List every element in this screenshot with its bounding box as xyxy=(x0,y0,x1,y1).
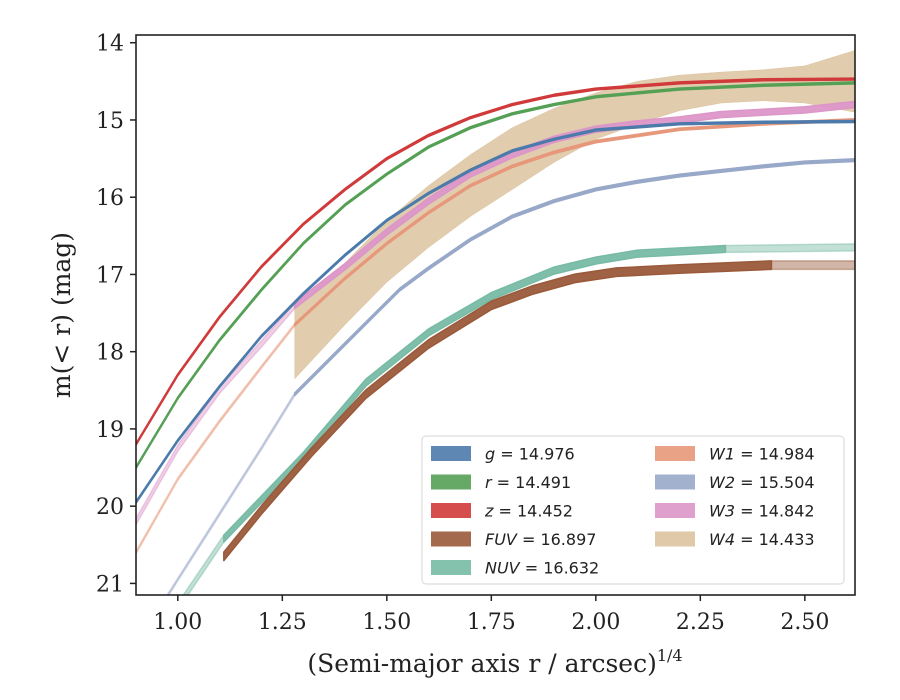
series-z xyxy=(136,77,855,447)
legend-series-name: W2 xyxy=(709,473,735,492)
legend-box xyxy=(421,435,845,585)
y-tick-label: 21 xyxy=(96,572,124,597)
y-tick-label: 17 xyxy=(96,263,124,288)
legend-series-value: = 14.984 xyxy=(735,445,815,464)
legend-item-nuv: NUV = 16.632 xyxy=(431,559,599,578)
legend-item-w2: W2 = 15.504 xyxy=(655,473,815,492)
x-tick-label: 1.00 xyxy=(153,610,202,635)
series-r xyxy=(136,81,855,470)
legend-series-value: = 14.491 xyxy=(492,473,572,492)
series-w2-line xyxy=(294,159,855,395)
series-w1-band xyxy=(294,118,855,327)
series-g xyxy=(136,119,855,505)
legend-label: FUV = 16.897 xyxy=(485,530,596,549)
legend-item-fuv: FUV = 16.897 xyxy=(431,530,596,549)
legend-series-value: = 14.976 xyxy=(495,445,575,464)
series-fuv xyxy=(223,260,855,562)
x-tick-label: 2.50 xyxy=(780,610,829,635)
legend-swatch xyxy=(431,474,471,490)
series-layer xyxy=(136,50,855,595)
y-tick-label: 19 xyxy=(96,418,124,443)
legend-series-name: W4 xyxy=(709,530,735,549)
series-fuv-faint-end xyxy=(770,260,855,271)
legend-series-value: = 14.433 xyxy=(735,530,815,549)
series-w1-line xyxy=(294,119,855,326)
legend-swatch xyxy=(655,531,695,547)
legend-label: r = 14.491 xyxy=(485,473,571,492)
ticks-layer: 1.00 1.25 1.50 1.75 2.00 2.25 2.50 14 15 16 17 18 19… xyxy=(96,32,829,635)
legend-swatch xyxy=(431,560,471,575)
legend-item-w4: W4 = 14.433 xyxy=(655,530,815,549)
x-tick-label: 2.25 xyxy=(676,610,725,635)
x-axis-label: (Semi-major axis r / arcsec) xyxy=(307,649,656,678)
legend-item-g: g = 14.976 xyxy=(431,445,575,464)
series-w2 xyxy=(166,158,855,595)
legend-series-name: NUV xyxy=(485,559,521,578)
y-tick-label: 16 xyxy=(96,186,124,211)
series-nuv-faint-end xyxy=(724,243,855,254)
x-axis-title: (Semi-major axis r / arcsec)1/4 xyxy=(307,646,682,678)
legend-swatch xyxy=(655,503,695,518)
legend-series-value: = 14.452 xyxy=(493,502,573,521)
legend-label: W3 = 14.842 xyxy=(709,502,815,521)
y-tick-label: 15 xyxy=(96,109,124,134)
series-fuv-band xyxy=(223,260,773,562)
x-tick-label: 2.00 xyxy=(571,610,620,635)
y-tick-label: 14 xyxy=(96,32,124,57)
x-tick-label: 1.75 xyxy=(467,610,516,635)
series-z-line xyxy=(136,78,855,445)
y-tick-label: 20 xyxy=(96,495,124,520)
legend-series-value: = 15.504 xyxy=(735,473,815,492)
legend-item-w3: W3 = 14.842 xyxy=(655,502,815,521)
x-tick-label: 1.50 xyxy=(362,610,411,635)
legend-series-value: = 16.897 xyxy=(517,530,597,549)
legend-label: g = 14.976 xyxy=(485,445,575,464)
legend-label: NUV = 16.632 xyxy=(485,559,599,578)
series-r-line xyxy=(136,82,855,469)
series-nuv-band xyxy=(223,244,727,543)
series-nuv xyxy=(182,243,855,595)
legend-label: W1 = 14.984 xyxy=(709,445,815,464)
series-w2-band xyxy=(294,158,855,397)
legend-series-value: = 16.632 xyxy=(520,559,600,578)
x-tick-label: 1.25 xyxy=(258,610,307,635)
legend-series-name: W3 xyxy=(709,502,735,521)
series-w2-faint-start xyxy=(166,392,296,595)
legend-series-name: FUV xyxy=(485,530,518,549)
legend-label: W2 = 15.504 xyxy=(709,473,815,492)
legend-item-w1: W1 = 14.984 xyxy=(655,445,815,464)
legend-item-r: r = 14.491 xyxy=(431,473,571,492)
legend-series-name: W1 xyxy=(709,445,735,464)
y-tick-label: 18 xyxy=(96,341,124,366)
legend-series-name: z xyxy=(484,502,494,521)
x-axis-superscript: 1/4 xyxy=(657,646,683,665)
legend-swatch xyxy=(431,531,471,547)
series-w1 xyxy=(136,118,855,555)
legend-label: W4 = 14.433 xyxy=(709,530,815,549)
legend-swatch xyxy=(431,503,471,518)
legend-swatch xyxy=(655,446,695,461)
legend-item-z: z = 14.452 xyxy=(431,502,573,521)
legend-swatch xyxy=(431,446,471,461)
y-axis-title: m(< r) (mag) xyxy=(47,232,76,398)
legend-label: z = 14.452 xyxy=(484,502,573,521)
series-g-line xyxy=(136,120,855,503)
legend-series-value: = 14.842 xyxy=(735,502,815,521)
legend-series-name: r xyxy=(485,473,493,492)
legend-swatch xyxy=(655,474,695,490)
plot-frame xyxy=(135,34,856,596)
legend-series-name: g xyxy=(485,445,495,464)
